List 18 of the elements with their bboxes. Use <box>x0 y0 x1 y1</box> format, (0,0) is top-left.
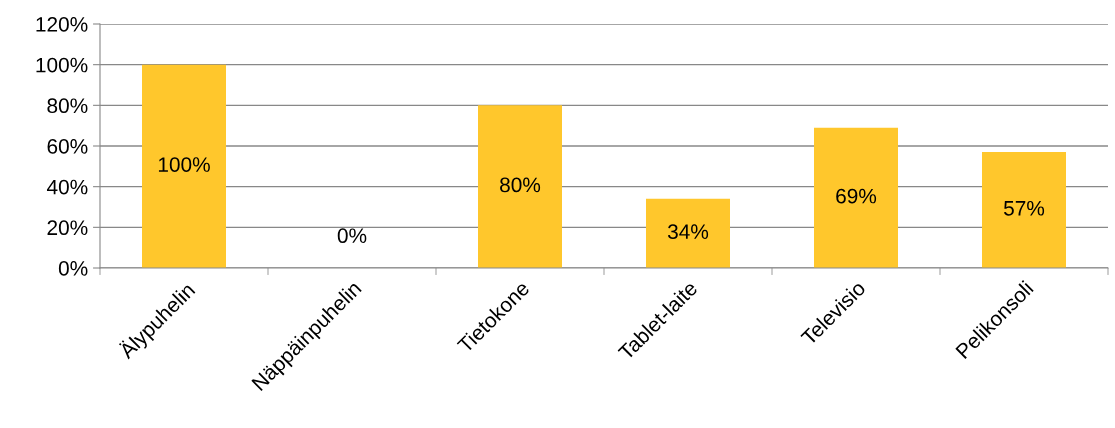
data-label: 69% <box>836 188 877 204</box>
y-tick-label: 80% <box>47 98 88 114</box>
y-tick-label: 60% <box>47 139 88 154</box>
bar <box>142 64 226 268</box>
bar <box>478 105 562 268</box>
y-tick-label: 20% <box>47 220 88 236</box>
y-tick-label: 100% <box>36 57 88 73</box>
data-label: 57% <box>1003 200 1045 216</box>
bar <box>646 198 730 268</box>
bar <box>814 127 898 268</box>
y-tick-label: 40% <box>46 179 88 195</box>
data-label: 80% <box>500 177 541 193</box>
bar <box>982 152 1066 268</box>
y-tick-label: 0% <box>58 261 88 276</box>
data-label: 100% <box>158 157 210 172</box>
y-tick-label: 120% <box>36 17 88 32</box>
data-label: 34% <box>667 224 709 240</box>
data-label: 0% <box>337 228 367 244</box>
